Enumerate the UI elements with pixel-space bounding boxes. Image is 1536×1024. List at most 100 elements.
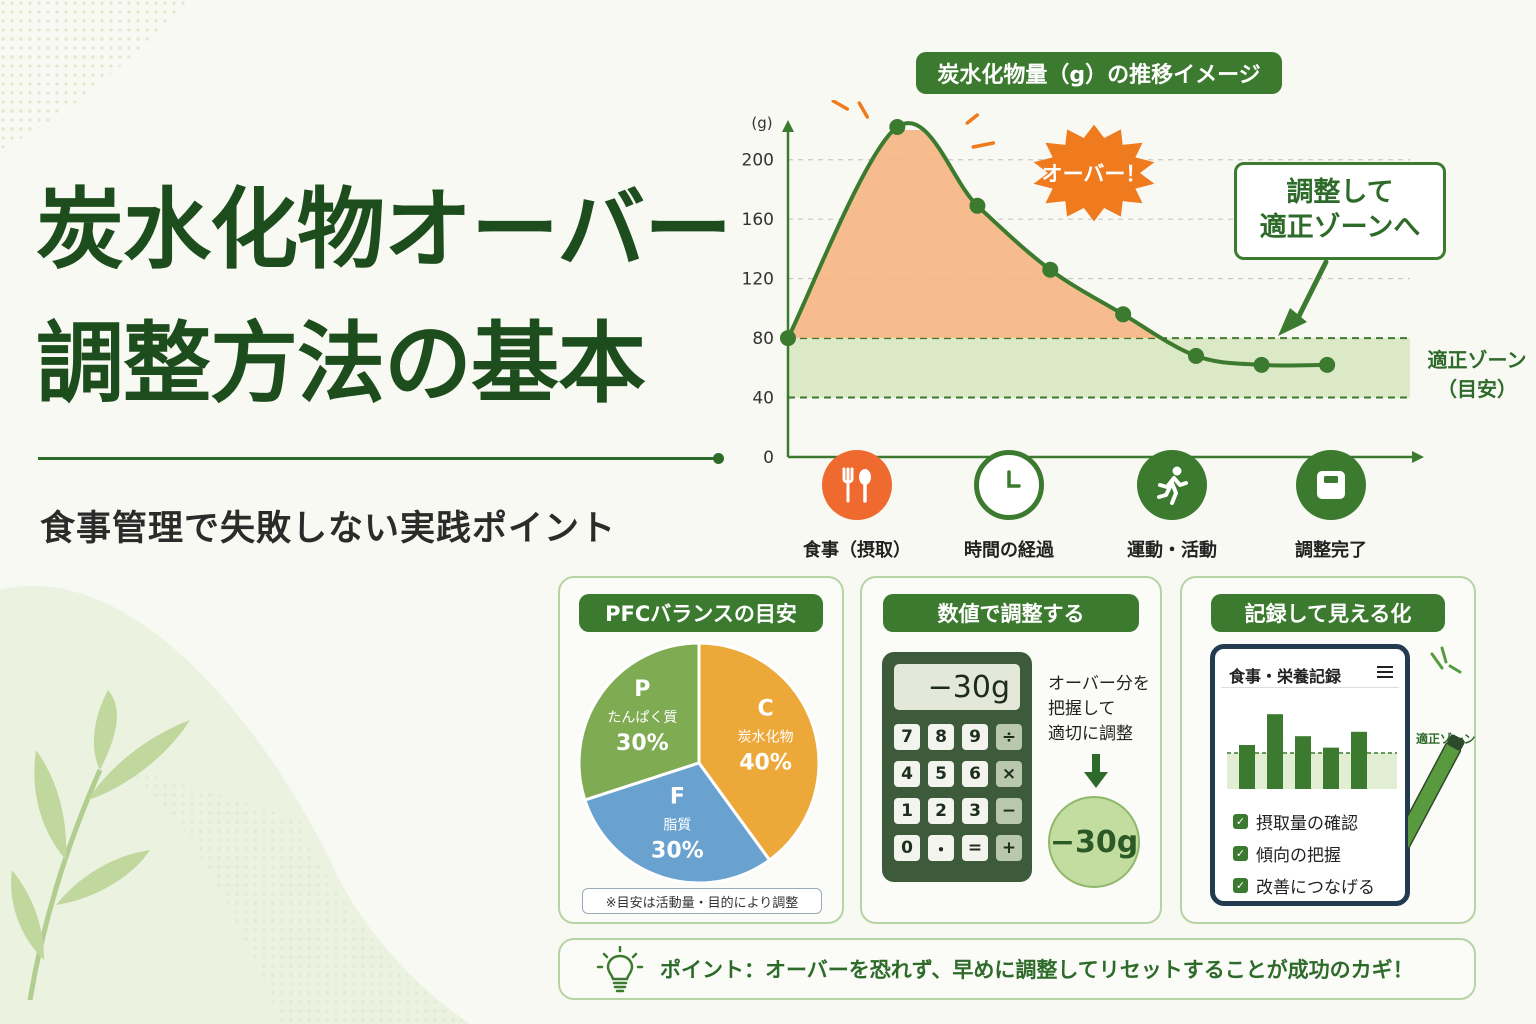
calc-note-line-1: オーバー分を xyxy=(1048,674,1150,694)
check-label: 改善につなげる xyxy=(1256,878,1375,898)
checkmark-icon: ✓ xyxy=(1233,814,1248,829)
stage-time: 時間の経過 xyxy=(934,450,1084,562)
adjust-callout: 調整して 適正ゾーンへ xyxy=(1234,162,1446,260)
clock-icon xyxy=(974,450,1044,520)
y-tick-label: 80 xyxy=(752,329,774,349)
calc-key[interactable]: 5 xyxy=(928,761,954,787)
record-bar xyxy=(1295,736,1311,789)
y-tick-label: 200 xyxy=(742,151,774,171)
calc-key[interactable]: 4 xyxy=(894,761,920,787)
data-point xyxy=(1042,261,1059,278)
stage-label: 食事（摂取） xyxy=(803,540,911,561)
app-divider xyxy=(1221,687,1399,688)
zone-label-line-2: （目安） xyxy=(1437,377,1517,401)
calc-key[interactable]: 9 xyxy=(962,724,988,750)
zone-band xyxy=(788,338,1410,398)
pie-name: 炭水化物 xyxy=(738,729,794,745)
calc-key[interactable]: ・ xyxy=(928,835,954,861)
calc-key[interactable]: 6 xyxy=(962,761,988,787)
stage-exercise: 運動・活動 xyxy=(1097,450,1247,562)
pie-letter: F xyxy=(670,785,685,810)
data-point xyxy=(1319,356,1336,373)
calculator: −30g 7 8 9 ÷ 4 5 6 × 1 2 3− 0 ・ = + xyxy=(882,652,1032,882)
callout-arrow xyxy=(1295,259,1329,321)
pfc-note: ※目安は活動量・目的により調整 xyxy=(582,888,822,914)
calc-key[interactable]: 0 xyxy=(894,835,920,861)
fork-spoon-icon xyxy=(822,450,892,520)
stage-label: 時間の経過 xyxy=(964,540,1054,561)
calc-key[interactable]: 8 xyxy=(928,724,954,750)
spark-mark xyxy=(965,113,980,125)
calc-key[interactable]: + xyxy=(996,835,1022,861)
record-bar xyxy=(1267,714,1283,789)
data-point xyxy=(1188,347,1204,364)
calc-display: −30g xyxy=(894,664,1020,710)
pie-percent: 40% xyxy=(739,750,792,775)
running-person-icon xyxy=(1137,450,1207,520)
pencil-icon xyxy=(1408,646,1465,854)
calc-key[interactable]: 3 xyxy=(962,798,988,824)
checkmark-icon: ✓ xyxy=(1233,846,1248,861)
record-zone-band xyxy=(1227,753,1397,789)
zone-label: 適正ゾーン （目安） xyxy=(1418,346,1536,404)
pie-slice xyxy=(582,761,772,883)
pie-slice xyxy=(697,641,821,863)
point-text: ポイント：オーバーを恐れず、早めに調整してリセットすることが成功のカギ！ xyxy=(660,958,1414,982)
data-point xyxy=(889,119,906,136)
record-panel: 記録して見える化 食事・栄養記録 ✓ 摂取量の確認 ✓ 傾向の把握 ✓ 改善につなげる 適… xyxy=(1180,576,1476,924)
pfc-panel: PFCバランスの目安 P たんぱく質 30% C 炭水化物 40% F 脂質 30% ※目安は活… xyxy=(558,576,844,924)
pie-letter: P xyxy=(634,677,650,702)
subtitle: 食事管理で失敗しない実践ポイント xyxy=(40,509,617,549)
record-bar xyxy=(1239,745,1255,789)
pie-slice xyxy=(578,641,701,802)
carb-trend-chart: 0 40 80 120 160 200 (g) オーバー！ xyxy=(742,100,1424,468)
pfc-pie-chart: P たんぱく質 30% C 炭水化物 40% F 脂質 30% xyxy=(578,641,821,883)
title-line-2: 調整方法の基本 xyxy=(36,312,646,415)
divider-dot xyxy=(713,453,724,464)
y-tick-label: 120 xyxy=(742,270,774,290)
stage-label: 運動・活動 xyxy=(1127,540,1217,561)
data-point xyxy=(1115,306,1132,323)
y-tick-label: 40 xyxy=(752,389,774,409)
over-area xyxy=(788,130,1162,339)
stage-complete: 調整完了 xyxy=(1256,450,1406,562)
calc-key[interactable]: 7 xyxy=(894,724,920,750)
calc-key[interactable]: × xyxy=(996,761,1022,787)
scale-icon xyxy=(1296,450,1366,520)
calc-key[interactable]: − xyxy=(996,798,1022,824)
down-arrow-icon xyxy=(1084,754,1108,788)
x-axis-arrow xyxy=(1412,451,1424,463)
stage-label: 調整完了 xyxy=(1295,540,1367,561)
calc-key[interactable]: 1 xyxy=(894,798,920,824)
calc-key[interactable]: ÷ xyxy=(996,724,1022,750)
calc-note-line-3: 適切に調整 xyxy=(1048,724,1133,745)
callout-line-1: 調整して xyxy=(1286,177,1394,209)
y-tick-label: 0 xyxy=(763,448,774,468)
data-point xyxy=(969,197,986,214)
record-bar-chart xyxy=(1227,714,1397,789)
stage-meal: 食事（摂取） xyxy=(782,450,932,562)
calc-panel: 数値で調整する −30g 7 8 9 ÷ 4 5 6 × 1 2 3− 0 ・ = + オーバー分を 把握し… xyxy=(860,576,1162,924)
calc-note: オーバー分を 把握して 適切に調整 xyxy=(1048,672,1150,747)
result-badge: −30g xyxy=(1048,796,1140,888)
over-burst xyxy=(1033,124,1155,222)
point-bar: ポイント：オーバーを恐れず、早めに調整してリセットすることが成功のカギ！ xyxy=(558,938,1476,1000)
y-tick-label: 160 xyxy=(742,210,774,230)
menu-icon[interactable] xyxy=(1377,665,1393,679)
pfc-header: PFCバランスの目安 xyxy=(579,594,823,632)
chart-title: 炭水化物量（g）の推移イメージ xyxy=(916,52,1282,94)
lightbulb-icon xyxy=(596,946,644,993)
calc-key[interactable]: = xyxy=(962,835,988,861)
check-label: 傾向の把握 xyxy=(1256,846,1341,866)
check-item: ✓ 傾向の把握 xyxy=(1233,841,1341,866)
tablet-app: 食事・栄養記録 ✓ 摂取量の確認 ✓ 傾向の把握 ✓ 改善につなげる xyxy=(1210,644,1410,906)
title-line-1: 炭水化物オーバー xyxy=(36,178,732,281)
pie-percent: 30% xyxy=(616,731,669,756)
pie-letter: C xyxy=(757,696,773,721)
check-item: ✓ 摂取量の確認 xyxy=(1233,809,1358,834)
calc-header: 数値で調整する xyxy=(883,594,1139,632)
calc-key[interactable]: 2 xyxy=(928,798,954,824)
leaf-sprig-icon xyxy=(11,690,190,1001)
pie-name: たんぱく質 xyxy=(607,710,677,726)
